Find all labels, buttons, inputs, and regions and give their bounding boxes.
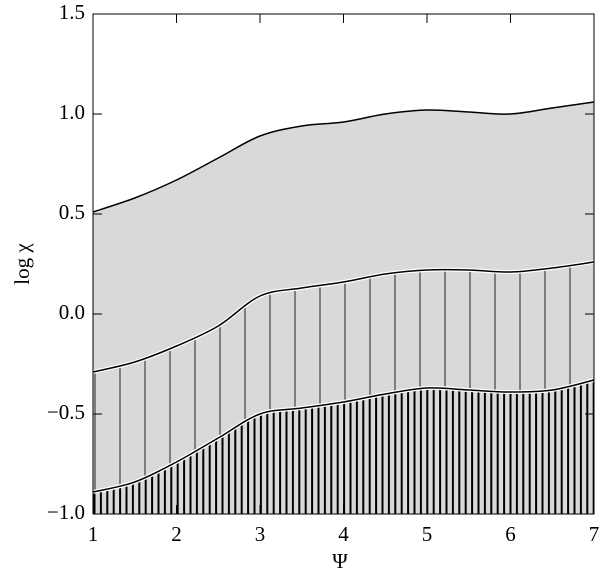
x-tick-label: 3 — [255, 522, 266, 546]
y-axis-label: log χ — [10, 243, 34, 285]
area — [93, 380, 594, 514]
x-tick-label: 1 — [88, 522, 99, 546]
x-tick-label: 2 — [171, 522, 182, 546]
curve — [92, 261, 595, 373]
y-tick-label: 0.0 — [59, 300, 85, 324]
y-tick-label: −0.5 — [47, 400, 85, 424]
x-tick-label: 6 — [505, 522, 516, 546]
curve — [92, 379, 595, 493]
y-tick-label: 1.5 — [59, 0, 85, 24]
x-tick-label: 5 — [422, 522, 433, 546]
x-axis-label: Ψ — [332, 549, 348, 573]
y-tick-label: −1.0 — [47, 500, 85, 524]
y-tick-label: 0.5 — [59, 200, 85, 224]
y-tick-label: 1.0 — [59, 100, 85, 124]
curve — [92, 101, 595, 213]
x-tick-label: 4 — [338, 522, 349, 546]
x-tick-label: 7 — [589, 522, 600, 546]
